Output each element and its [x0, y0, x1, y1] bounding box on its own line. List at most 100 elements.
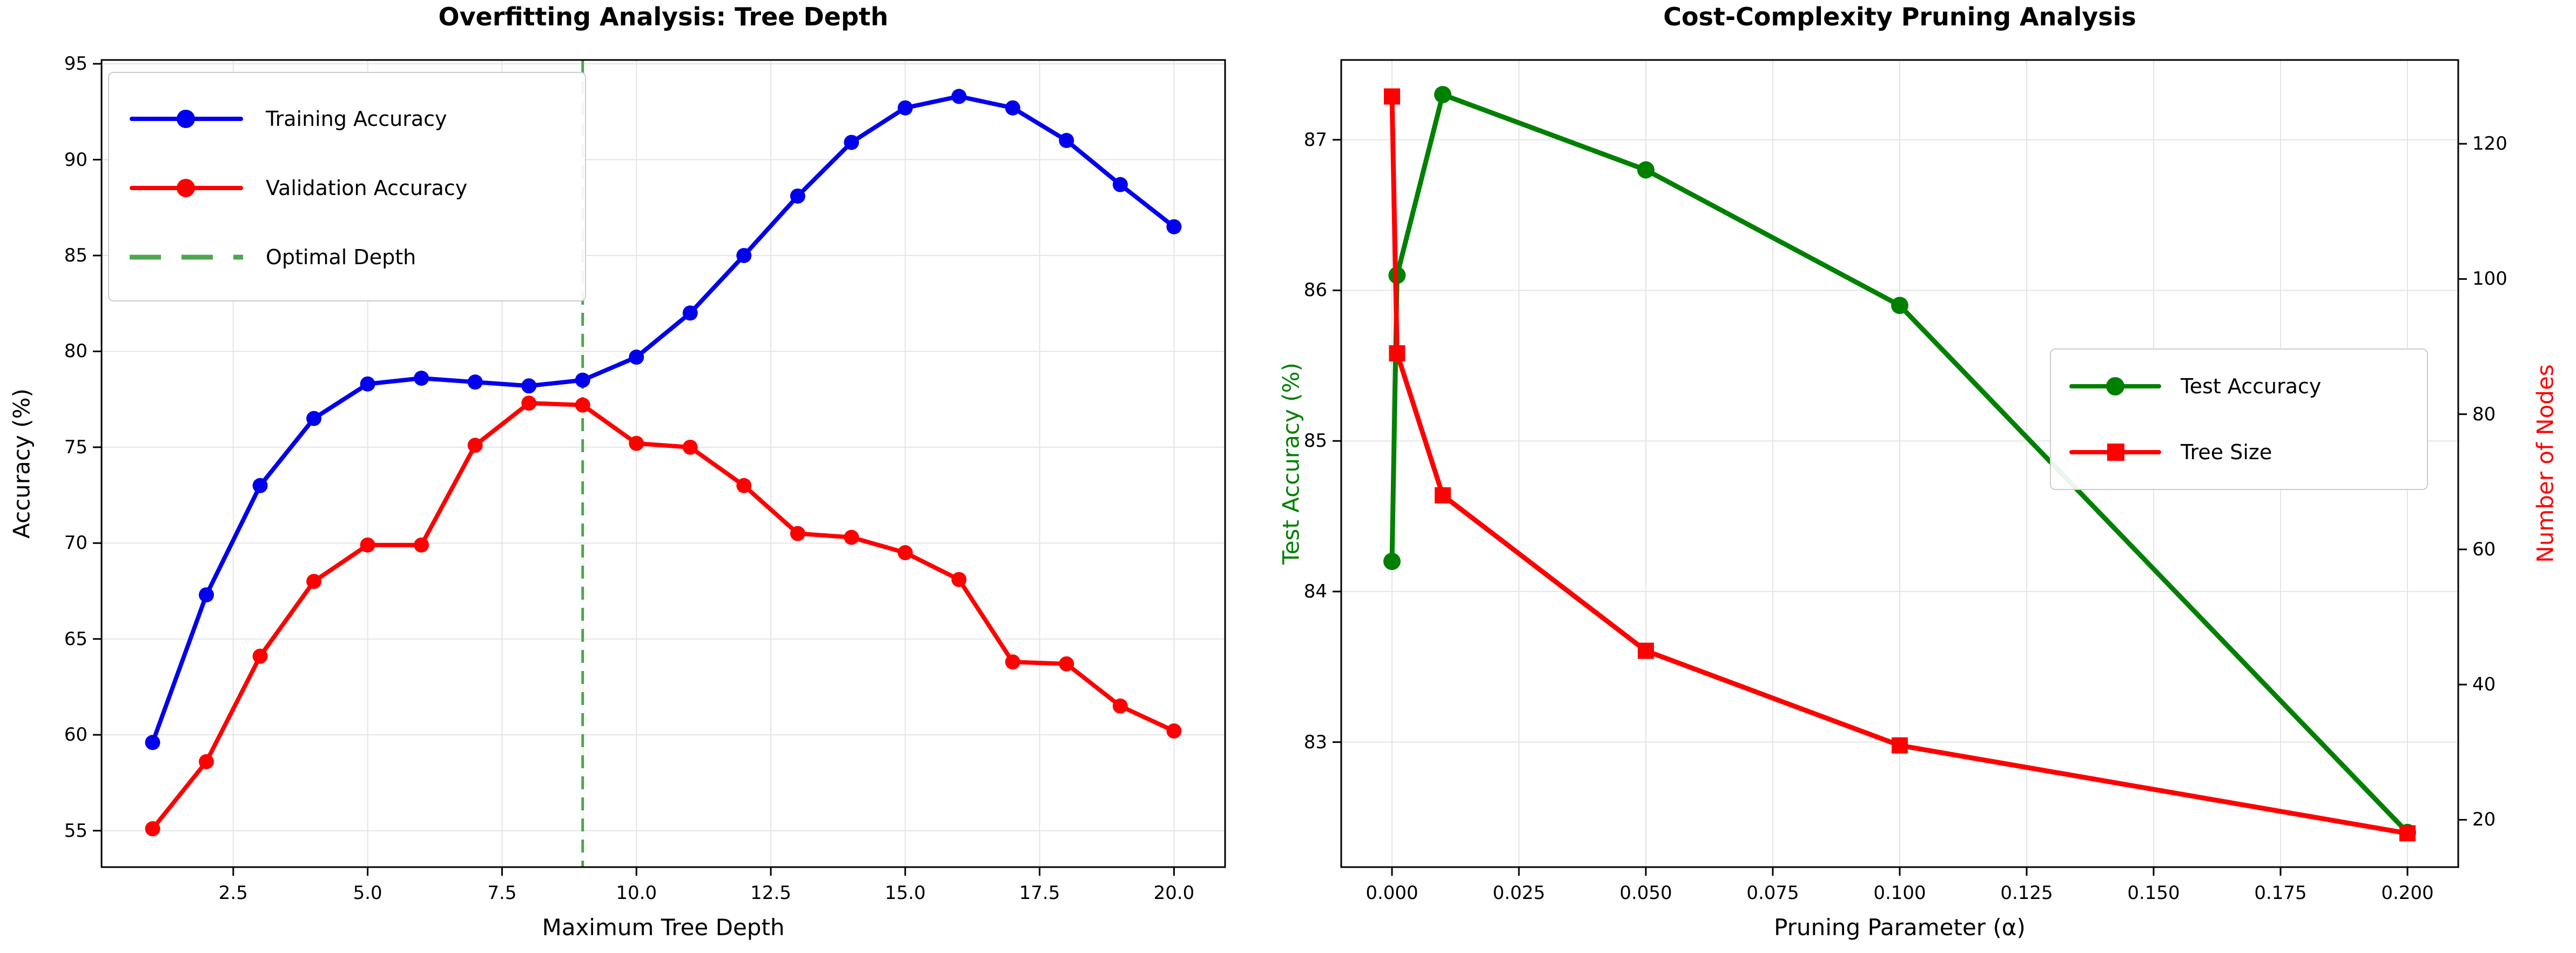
- legend-label-optimal-depth: Optimal Depth: [266, 245, 416, 269]
- tick-label: 86: [1303, 279, 1327, 301]
- data-point-circle: [252, 478, 268, 493]
- data-point-square: [1892, 737, 1908, 754]
- data-point-square: [1638, 642, 1654, 659]
- right-chart-ylabel-left: Test Accuracy (%): [1277, 363, 1304, 565]
- data-point-circle: [736, 478, 752, 493]
- data-point-circle: [1637, 161, 1654, 179]
- series-line-0: [150, 94, 1176, 745]
- tick-label: 87: [1303, 129, 1327, 151]
- left-chart-ylabel: Accuracy (%): [8, 388, 35, 539]
- tick-label: 90: [64, 149, 88, 171]
- tick-label: 17.5: [1019, 882, 1060, 904]
- data-point-circle: [145, 735, 160, 750]
- data-point-circle: [736, 247, 752, 263]
- tick-label: 0.150: [2127, 882, 2180, 904]
- tick-label: 2.5: [218, 882, 248, 904]
- data-point-circle: [1434, 86, 1451, 104]
- data-point-circle: [629, 435, 644, 451]
- data-point-circle: [360, 376, 375, 392]
- data-point-circle: [1059, 656, 1074, 672]
- data-point-circle: [521, 395, 537, 411]
- right-chart-xlabel: Pruning Parameter (α): [1774, 914, 2026, 941]
- data-point-circle: [682, 305, 698, 321]
- tick-label: 80: [64, 340, 88, 363]
- data-point-circle: [575, 397, 590, 413]
- tick-label: 0.175: [2254, 882, 2307, 904]
- tick-label: 100: [2472, 268, 2507, 290]
- right-chart-ylabel-right: Number of Nodes: [2532, 364, 2559, 563]
- data-point-circle: [1166, 723, 1182, 739]
- tick-label: 83: [1303, 731, 1327, 753]
- data-point-circle: [1112, 177, 1128, 192]
- data-point-circle: [951, 89, 967, 104]
- right-chart-title: Cost-Complexity Pruning Analysis: [1663, 2, 2136, 31]
- data-point-square: [1384, 88, 1400, 105]
- plot-box: [100, 59, 1226, 868]
- optimal-depth-dash-sample: [130, 254, 243, 260]
- left-chart-legend: Training Accuracy Validation Accuracy Op…: [108, 72, 586, 301]
- tick-label: 85: [64, 244, 88, 266]
- tick-label: 10.0: [616, 882, 657, 904]
- data-point-circle: [1005, 100, 1020, 116]
- tick-label: 95: [64, 53, 88, 75]
- series-line-1: [150, 401, 1176, 831]
- data-point-circle: [360, 537, 375, 553]
- data-point-circle: [844, 135, 859, 150]
- data-point-circle: [790, 526, 805, 541]
- data-point-circle: [252, 648, 268, 664]
- tick-label: 20.0: [1153, 882, 1195, 904]
- tick-label: 0.100: [1873, 882, 1926, 904]
- legend-label-training: Training Accuracy: [266, 107, 447, 131]
- tick-label: 40: [2472, 674, 2496, 696]
- tick-label: 20: [2472, 809, 2496, 831]
- tick-label: 75: [64, 436, 88, 458]
- data-point-circle: [414, 371, 429, 386]
- tick-label: 55: [64, 820, 88, 842]
- tick-label: 5.0: [353, 882, 382, 904]
- data-point-circle: [1383, 553, 1401, 571]
- data-point-circle: [790, 188, 805, 204]
- series-line-1: [1389, 94, 2410, 836]
- tick-label: 84: [1303, 580, 1327, 602]
- data-point-circle: [199, 754, 214, 769]
- tick-label: 0.050: [1619, 882, 1672, 904]
- tick-label: 0.025: [1492, 882, 1545, 904]
- tree-size-marker-icon: [2107, 444, 2124, 461]
- data-point-circle: [682, 439, 698, 455]
- data-point-circle: [844, 529, 859, 545]
- right-chart-legend: Test Accuracy Tree Size: [2050, 348, 2428, 490]
- tick-label: 70: [64, 532, 88, 554]
- data-point-circle: [521, 378, 537, 394]
- data-point-square: [1435, 487, 1451, 504]
- data-point-circle: [1166, 219, 1182, 234]
- data-point-circle: [145, 821, 160, 837]
- tick-label: 65: [64, 628, 88, 650]
- tick-label: 60: [2472, 538, 2496, 560]
- tick-label: 15.0: [884, 882, 926, 904]
- tick-label: 0.200: [2381, 882, 2434, 904]
- legend-label-test-accuracy: Test Accuracy: [2181, 374, 2322, 398]
- validation-marker-icon: [177, 179, 195, 197]
- tick-label: 7.5: [487, 882, 517, 904]
- data-point-circle: [199, 587, 214, 603]
- data-point-circle: [467, 438, 483, 453]
- data-point-circle: [306, 411, 322, 426]
- data-point-circle: [897, 545, 913, 561]
- data-point-circle: [951, 572, 967, 587]
- data-point-circle: [1059, 133, 1074, 149]
- training-marker-icon: [177, 110, 195, 128]
- data-point-square: [2399, 825, 2416, 842]
- tick-label: 0.000: [1366, 882, 1418, 904]
- data-point-square: [1389, 345, 1405, 362]
- data-point-circle: [575, 372, 590, 388]
- data-point-circle: [629, 350, 644, 365]
- left-chart-title: Overfitting Analysis: Tree Depth: [438, 2, 889, 31]
- data-point-circle: [1891, 297, 1908, 314]
- data-point-circle: [897, 100, 913, 116]
- tick-label: 80: [2472, 403, 2496, 425]
- tick-label: 0.075: [1746, 882, 1799, 904]
- data-point-circle: [1005, 654, 1020, 670]
- tick-label: 12.5: [750, 882, 791, 904]
